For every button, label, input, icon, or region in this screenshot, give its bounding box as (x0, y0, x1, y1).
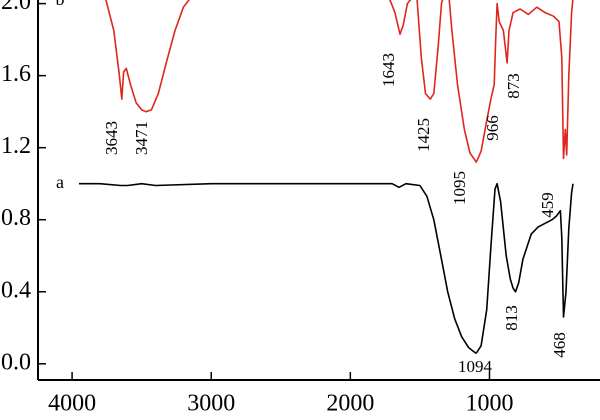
peak-label: 813 (502, 305, 521, 331)
x-tick-label: 3000 (187, 391, 235, 417)
peak-label: 1643 (379, 53, 398, 87)
peak-label: 3643 (102, 121, 121, 155)
x-tick-label: 1000 (465, 391, 513, 417)
y-tick-label: 1.6 (1, 61, 31, 87)
peak-label: 1094 (458, 357, 493, 376)
peak-label: 468 (550, 332, 569, 358)
peak-label: 1095 (450, 171, 469, 205)
spectrum-line (105, 0, 574, 163)
peak-label: 873 (504, 73, 523, 99)
x-tick-label: 4000 (48, 391, 96, 417)
y-tick-label: 0.8 (1, 205, 31, 231)
y-tick-label: 0.4 (1, 277, 31, 303)
peak-label: 1425 (414, 118, 433, 152)
plot-area (79, 0, 574, 354)
y-tick-label: 1.2 (1, 133, 31, 159)
peak-label: 459 (538, 192, 557, 218)
spectrum-line (79, 182, 574, 354)
series-label: b (56, 0, 65, 9)
y-tick-label: 2.0 (1, 0, 31, 15)
peak-label: 3471 (132, 121, 151, 155)
x-tick-label: 2000 (326, 391, 374, 417)
series-label: a (56, 172, 64, 192)
peak-label: 966 (483, 115, 502, 141)
y-tick-label: 0.0 (1, 349, 31, 375)
